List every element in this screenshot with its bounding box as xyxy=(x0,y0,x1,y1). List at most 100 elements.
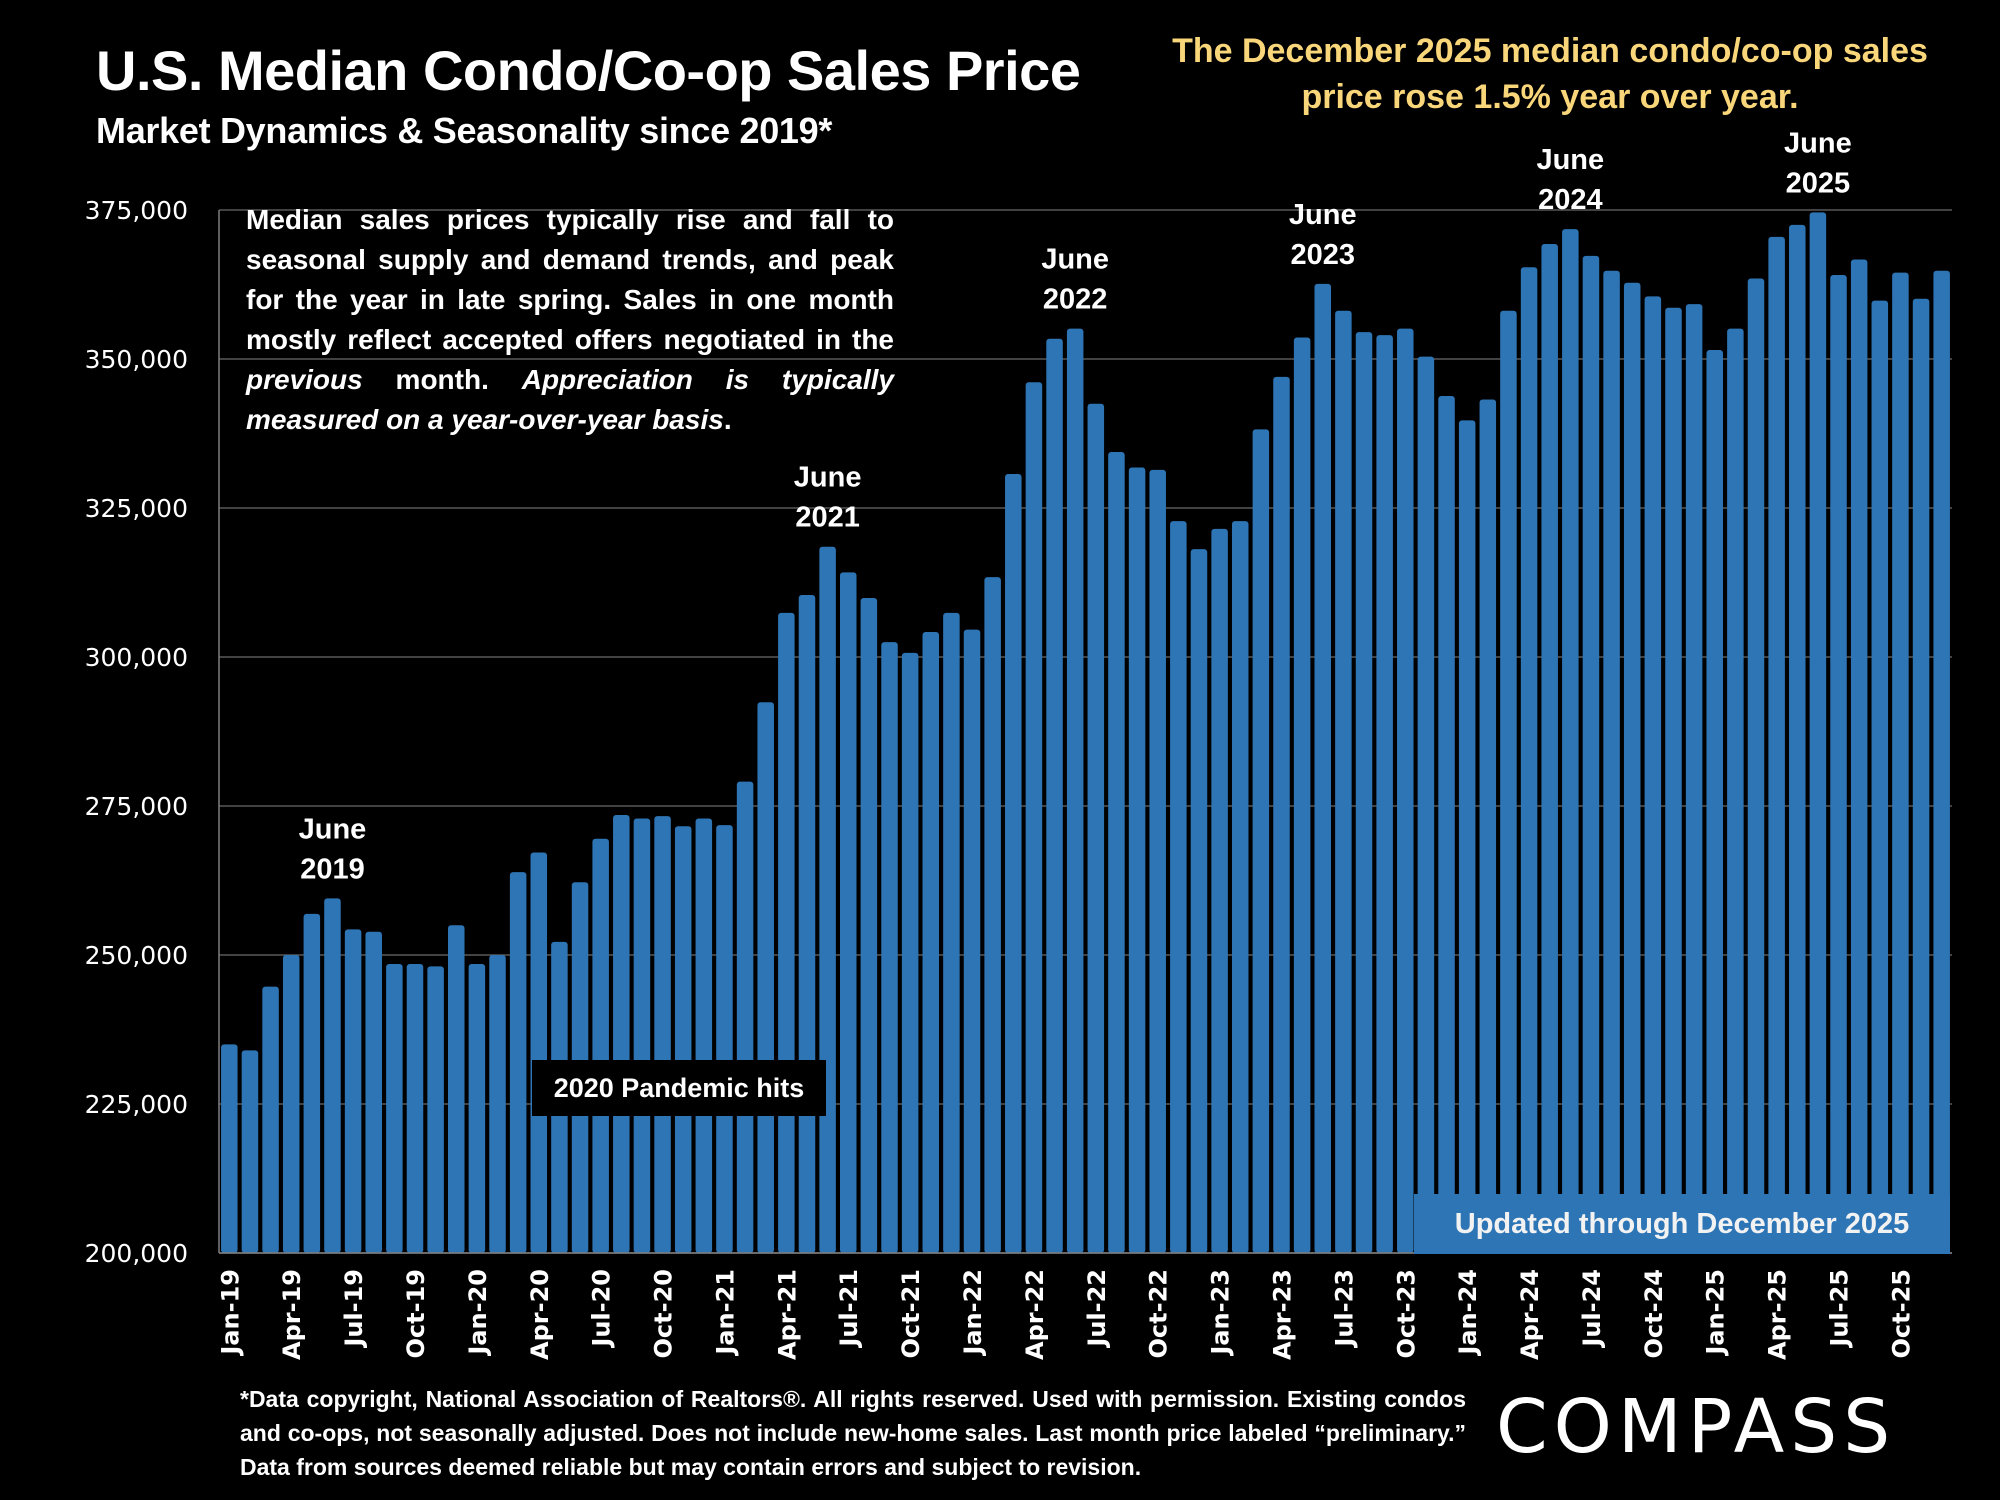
chart-subtitle: Market Dynamics & Seasonality since 2019… xyxy=(96,110,833,151)
bar-Nov-21 xyxy=(922,631,940,1253)
bar-Jan-23 xyxy=(1211,528,1228,1253)
bar-Nov-20 xyxy=(674,826,692,1253)
bar-Apr-20 xyxy=(530,852,548,1253)
annotation-line: 2024 xyxy=(1538,184,1603,216)
bar-Feb-21 xyxy=(736,781,754,1253)
y-tick-label: 250,000 xyxy=(85,941,188,970)
bar-Apr-25 xyxy=(1768,236,1785,1253)
x-tick-label: Oct-23 xyxy=(1392,1269,1420,1358)
bar-Jun-24 xyxy=(1562,229,1579,1253)
x-tick-label: Jul-19 xyxy=(340,1269,368,1349)
annotation-Jun-21: June 2021 xyxy=(794,462,862,534)
bar-Aug-19 xyxy=(365,931,382,1253)
bar-Aug-23 xyxy=(1355,332,1373,1253)
bar-Jul-19 xyxy=(344,929,362,1253)
x-tick-label: Apr-20 xyxy=(526,1269,554,1360)
bar-Apr-21 xyxy=(778,612,795,1253)
bar-Feb-22 xyxy=(984,577,1001,1253)
bar-Dec-20 xyxy=(695,818,713,1253)
bar-Apr-24 xyxy=(1520,267,1538,1253)
bar-Feb-25 xyxy=(1727,328,1744,1253)
bar-Feb-19 xyxy=(241,1050,259,1253)
bar-Dec-22 xyxy=(1190,549,1208,1253)
annotation-Jun-23: June 2023 xyxy=(1289,199,1357,271)
bar-Jun-19 xyxy=(324,898,341,1253)
bar-May-22 xyxy=(1046,338,1063,1254)
bar-Sep-23 xyxy=(1376,335,1393,1253)
bars xyxy=(221,212,1950,1254)
bar-Dec-23 xyxy=(1438,395,1455,1253)
bar-Mar-20 xyxy=(509,872,527,1253)
annotation-line: 2022 xyxy=(1043,284,1108,316)
bar-Dec-19 xyxy=(448,925,465,1253)
bar-Oct-19 xyxy=(406,963,424,1253)
y-tick-label: 300,000 xyxy=(85,643,188,672)
explainer-part1: Median sales prices typically rise and f… xyxy=(246,204,894,355)
bar-Nov-24 xyxy=(1665,307,1682,1253)
bar-Aug-22 xyxy=(1108,451,1125,1253)
bar-Jun-22 xyxy=(1066,328,1084,1253)
bar-Jun-25 xyxy=(1809,212,1827,1253)
bar-Sep-24 xyxy=(1623,282,1641,1253)
bar-Oct-23 xyxy=(1397,328,1414,1253)
annotation-line: June xyxy=(1784,127,1852,159)
x-tick-label: Oct-19 xyxy=(402,1269,430,1358)
bar-May-21 xyxy=(798,595,816,1253)
bar-Jul-23 xyxy=(1335,310,1352,1253)
bar-Nov-22 xyxy=(1170,521,1187,1253)
x-tick-label: Jan-23 xyxy=(1207,1269,1235,1357)
x-tick-label: Jul-24 xyxy=(1578,1269,1606,1349)
annotation-line: June xyxy=(299,813,367,845)
x-tick-label: Jan-24 xyxy=(1454,1269,1482,1357)
bar-Mar-19 xyxy=(262,986,279,1253)
annotation-line: June xyxy=(1536,144,1604,176)
annotation-line: June xyxy=(794,462,862,494)
bar-Dec-25 xyxy=(1933,270,1950,1253)
bar-Mar-23 xyxy=(1252,429,1270,1253)
bar-Apr-23 xyxy=(1273,376,1290,1253)
x-tick-label: Jul-22 xyxy=(1083,1269,1111,1349)
x-tick-label: Jan-19 xyxy=(216,1269,244,1357)
y-tick-label: 200,000 xyxy=(85,1239,188,1268)
x-tick-label: Jan-20 xyxy=(464,1269,492,1357)
y-tick-label: 225,000 xyxy=(85,1090,188,1119)
explainer-italic1: previous xyxy=(246,364,363,395)
bar-Sep-20 xyxy=(633,818,651,1253)
x-tick-label: Oct-22 xyxy=(1145,1269,1173,1358)
bar-Jun-21 xyxy=(819,546,836,1253)
x-tick-label: Jan-21 xyxy=(711,1269,739,1357)
bar-Apr-19 xyxy=(282,955,300,1253)
x-tick-label: Oct-20 xyxy=(650,1269,678,1358)
bar-May-23 xyxy=(1293,337,1311,1253)
bar-Jul-21 xyxy=(839,572,857,1253)
x-tick-label: Jul-23 xyxy=(1330,1269,1358,1349)
bar-Jan-22 xyxy=(963,629,981,1253)
bar-Mar-22 xyxy=(1005,474,1022,1253)
bar-Oct-21 xyxy=(901,652,919,1253)
explainer-part2: month. xyxy=(362,364,522,395)
footnote: *Data copyright, National Association of… xyxy=(240,1386,1466,1480)
annotation-line: 2025 xyxy=(1786,167,1851,199)
bar-Mar-21 xyxy=(757,702,774,1253)
annotation-line: 2019 xyxy=(300,853,365,885)
bar-Aug-24 xyxy=(1603,270,1620,1253)
bar-Jul-25 xyxy=(1830,274,1847,1253)
bar-Oct-20 xyxy=(654,816,671,1253)
bar-May-25 xyxy=(1789,224,1806,1253)
bar-Jul-22 xyxy=(1087,403,1105,1253)
annotation-line: June xyxy=(1041,244,1109,276)
compass-logo: COMPASS xyxy=(1496,1384,1897,1470)
bar-May-24 xyxy=(1541,243,1558,1254)
explainer-italic2: Appreciation is typically measured on a … xyxy=(246,364,894,435)
y-tick-label: 325,000 xyxy=(85,494,188,523)
bar-Nov-19 xyxy=(427,966,444,1253)
bar-Feb-24 xyxy=(1479,399,1497,1253)
bar-Oct-25 xyxy=(1892,272,1909,1254)
bar-Aug-25 xyxy=(1850,259,1868,1253)
updated-through-callout: Updated through December 2025 xyxy=(1414,1194,1950,1254)
peak-annotations: June 2019 June 2021 June 2022 June 2023 June 2024… xyxy=(299,127,1852,885)
bar-Jul-20 xyxy=(592,838,609,1253)
annotation-Jun-22: June 2022 xyxy=(1041,244,1109,316)
bar-Feb-20 xyxy=(489,955,506,1253)
